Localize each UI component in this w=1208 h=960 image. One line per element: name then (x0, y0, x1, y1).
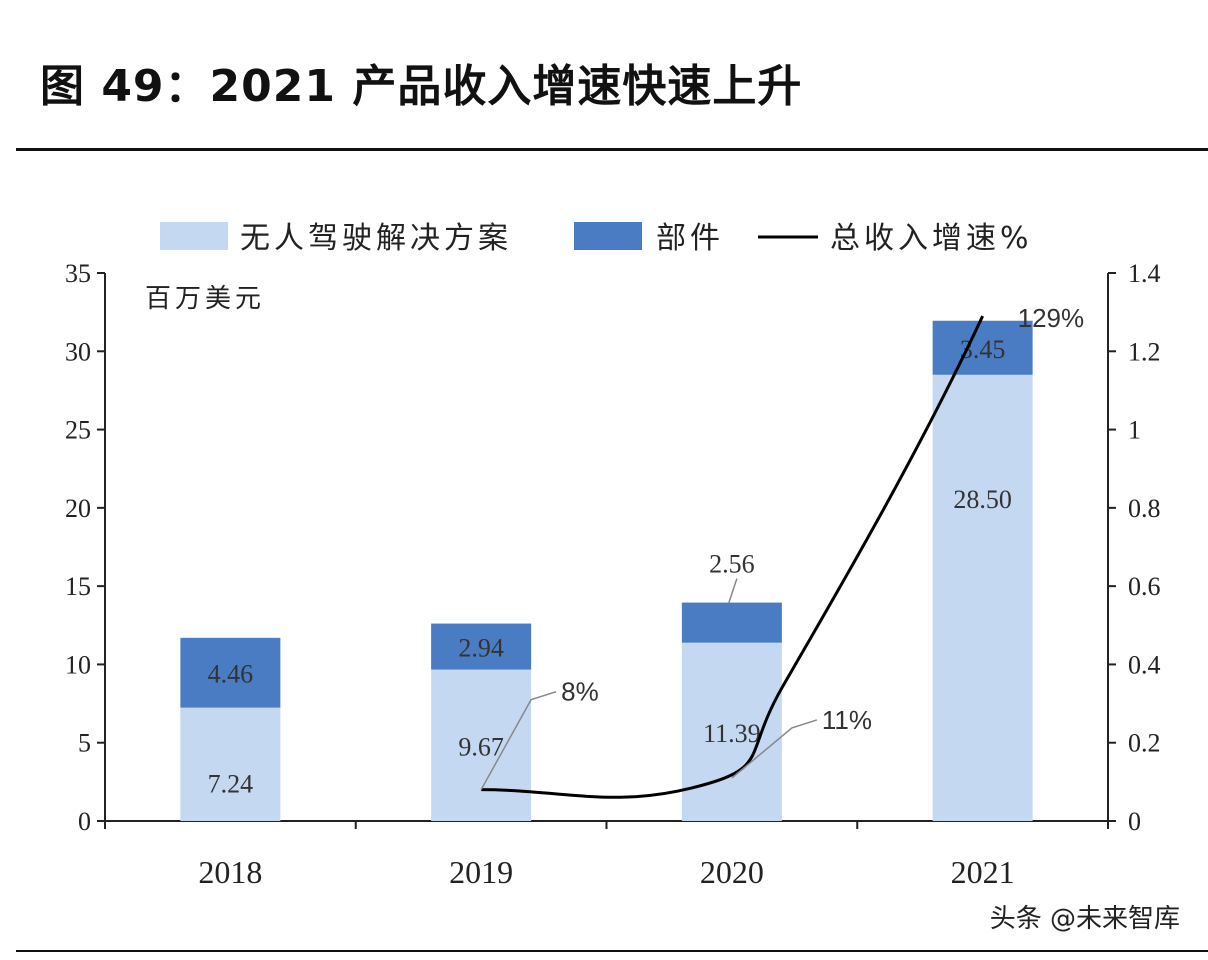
y-tick-label: 20 (65, 494, 91, 523)
x-tick-label: 2020 (700, 854, 764, 890)
bar-solution (681, 642, 782, 821)
legend-label-growth: 总收入增速% (830, 221, 1033, 256)
x-tick-label: 2019 (449, 854, 513, 890)
y2-tick-label: 1.4 (1128, 259, 1161, 288)
chart-title: 图 49：2021 产品收入增速快速上升 (40, 61, 803, 112)
data-label: 9.67 (458, 732, 504, 761)
y-tick-label: 0 (78, 807, 91, 836)
bar-parts (431, 623, 532, 670)
data-label: 28.50 (953, 485, 1012, 514)
y2-tick-label: 0.8 (1128, 494, 1161, 523)
label-leader (480, 690, 557, 791)
y2-tick-label: 0.6 (1128, 572, 1161, 601)
data-label: 2.56 (709, 550, 755, 579)
legend-swatch-solution (160, 222, 228, 250)
data-label: 11.39 (703, 719, 761, 748)
legend-label-parts: 部件 (656, 221, 724, 256)
growth-line (481, 315, 984, 799)
bar-parts (681, 602, 782, 643)
growth-label: 8% (561, 677, 599, 707)
bar-solution (180, 707, 281, 821)
bar-solution (431, 669, 532, 821)
y-tick-label: 5 (78, 729, 91, 758)
watermark: 头条 @未来智库 (989, 904, 1180, 934)
data-label: 2.94 (458, 634, 504, 663)
bar-parts (180, 637, 281, 708)
growth-label: 129% (1018, 303, 1085, 333)
label-leader (728, 578, 738, 603)
y-tick-label: 10 (65, 650, 91, 679)
label-leader (731, 719, 818, 779)
x-tick-label: 2021 (951, 854, 1015, 890)
y2-tick-label: 0.2 (1128, 729, 1161, 758)
top-rule (16, 148, 1208, 151)
y2-tick-label: 1 (1128, 416, 1141, 445)
y-tick-label: 30 (65, 337, 91, 366)
y2-tick-label: 0 (1128, 807, 1141, 836)
bottom-rule (16, 950, 1208, 952)
y-tick-label: 15 (65, 572, 91, 601)
growth-label: 11% (822, 705, 872, 735)
y-tick-label: 25 (65, 416, 91, 445)
y2-tick-label: 0.4 (1128, 650, 1161, 679)
data-label: 4.46 (208, 660, 254, 689)
x-tick-label: 2018 (198, 854, 262, 890)
data-label: 7.24 (208, 769, 254, 798)
unit-label: 百万美元 (145, 284, 265, 314)
y2-tick-label: 1.2 (1128, 337, 1161, 366)
legend-label-solution: 无人驾驶解决方案 (240, 221, 512, 256)
bar-parts (932, 320, 1033, 375)
y-tick-label: 35 (65, 259, 91, 288)
bar-solution (932, 374, 1033, 821)
legend-swatch-parts (574, 222, 642, 250)
